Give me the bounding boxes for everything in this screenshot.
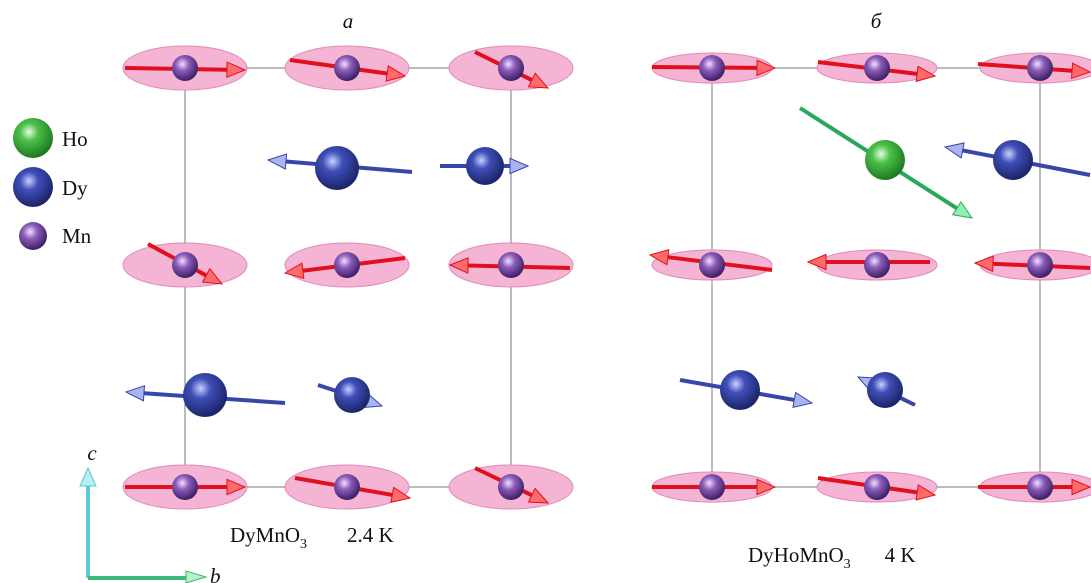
formula: DyHoMnO (748, 543, 844, 567)
dy-atom (720, 370, 760, 410)
caption: DyMnO3 2.4 K (230, 523, 394, 552)
mn-atom (1027, 55, 1053, 81)
atoms (123, 46, 1091, 509)
mn-atom (864, 55, 890, 81)
axis-label: c (87, 441, 97, 465)
legend-dy-sphere (13, 167, 53, 207)
mn-atom (498, 252, 524, 278)
legend-label: Mn (62, 224, 92, 248)
temperature: 2.4 K (347, 523, 394, 547)
spin-arrow-head (510, 158, 528, 173)
temperature: 4 K (885, 543, 916, 567)
caption: DyHoMnO3 4 K (748, 543, 916, 572)
mn-atom (334, 252, 360, 278)
axis-label: b (210, 564, 221, 583)
spin-arrow-head (808, 254, 826, 269)
dy-atom (867, 372, 903, 408)
legend-label: Dy (62, 176, 88, 200)
magnetic-structure-figure: a б DyMnO32.4 K DyHoMnO34 K Ho Dy Mn c b (0, 0, 1091, 583)
spin-arrow-head (126, 386, 144, 401)
dy-atom (315, 146, 359, 190)
dy-atom (183, 373, 227, 417)
mn-atom (172, 474, 198, 500)
mn-atom (1027, 474, 1053, 500)
mn-atom (699, 474, 725, 500)
mn-atom (864, 252, 890, 278)
mn-atom (498, 55, 524, 81)
mn-atom (1027, 252, 1053, 278)
panel-label: a (343, 9, 354, 33)
spin-arrow-head (953, 202, 972, 218)
mn-atom (172, 252, 198, 278)
mn-atom (864, 474, 890, 500)
ho-atom (865, 140, 905, 180)
dy-atom (466, 147, 504, 185)
spin-arrow-head (945, 143, 964, 158)
mn-atom (699, 55, 725, 81)
formula: DyMnO (230, 523, 300, 547)
mn-atom (172, 55, 198, 81)
mn-atom (498, 474, 524, 500)
legend-label: Ho (62, 127, 88, 151)
spin-arrow-head (793, 392, 812, 407)
panel-label: б (871, 9, 883, 33)
legend-mn-sphere (19, 222, 47, 250)
spin-arrow-head (268, 154, 287, 169)
mn-atom (334, 55, 360, 81)
mn-atom (699, 252, 725, 278)
subscript: 3 (300, 537, 307, 552)
dy-atom (334, 377, 370, 413)
dy-atom (993, 140, 1033, 180)
subscript: 3 (844, 557, 851, 572)
mn-atom (334, 474, 360, 500)
legend-ho-sphere (13, 118, 53, 158)
